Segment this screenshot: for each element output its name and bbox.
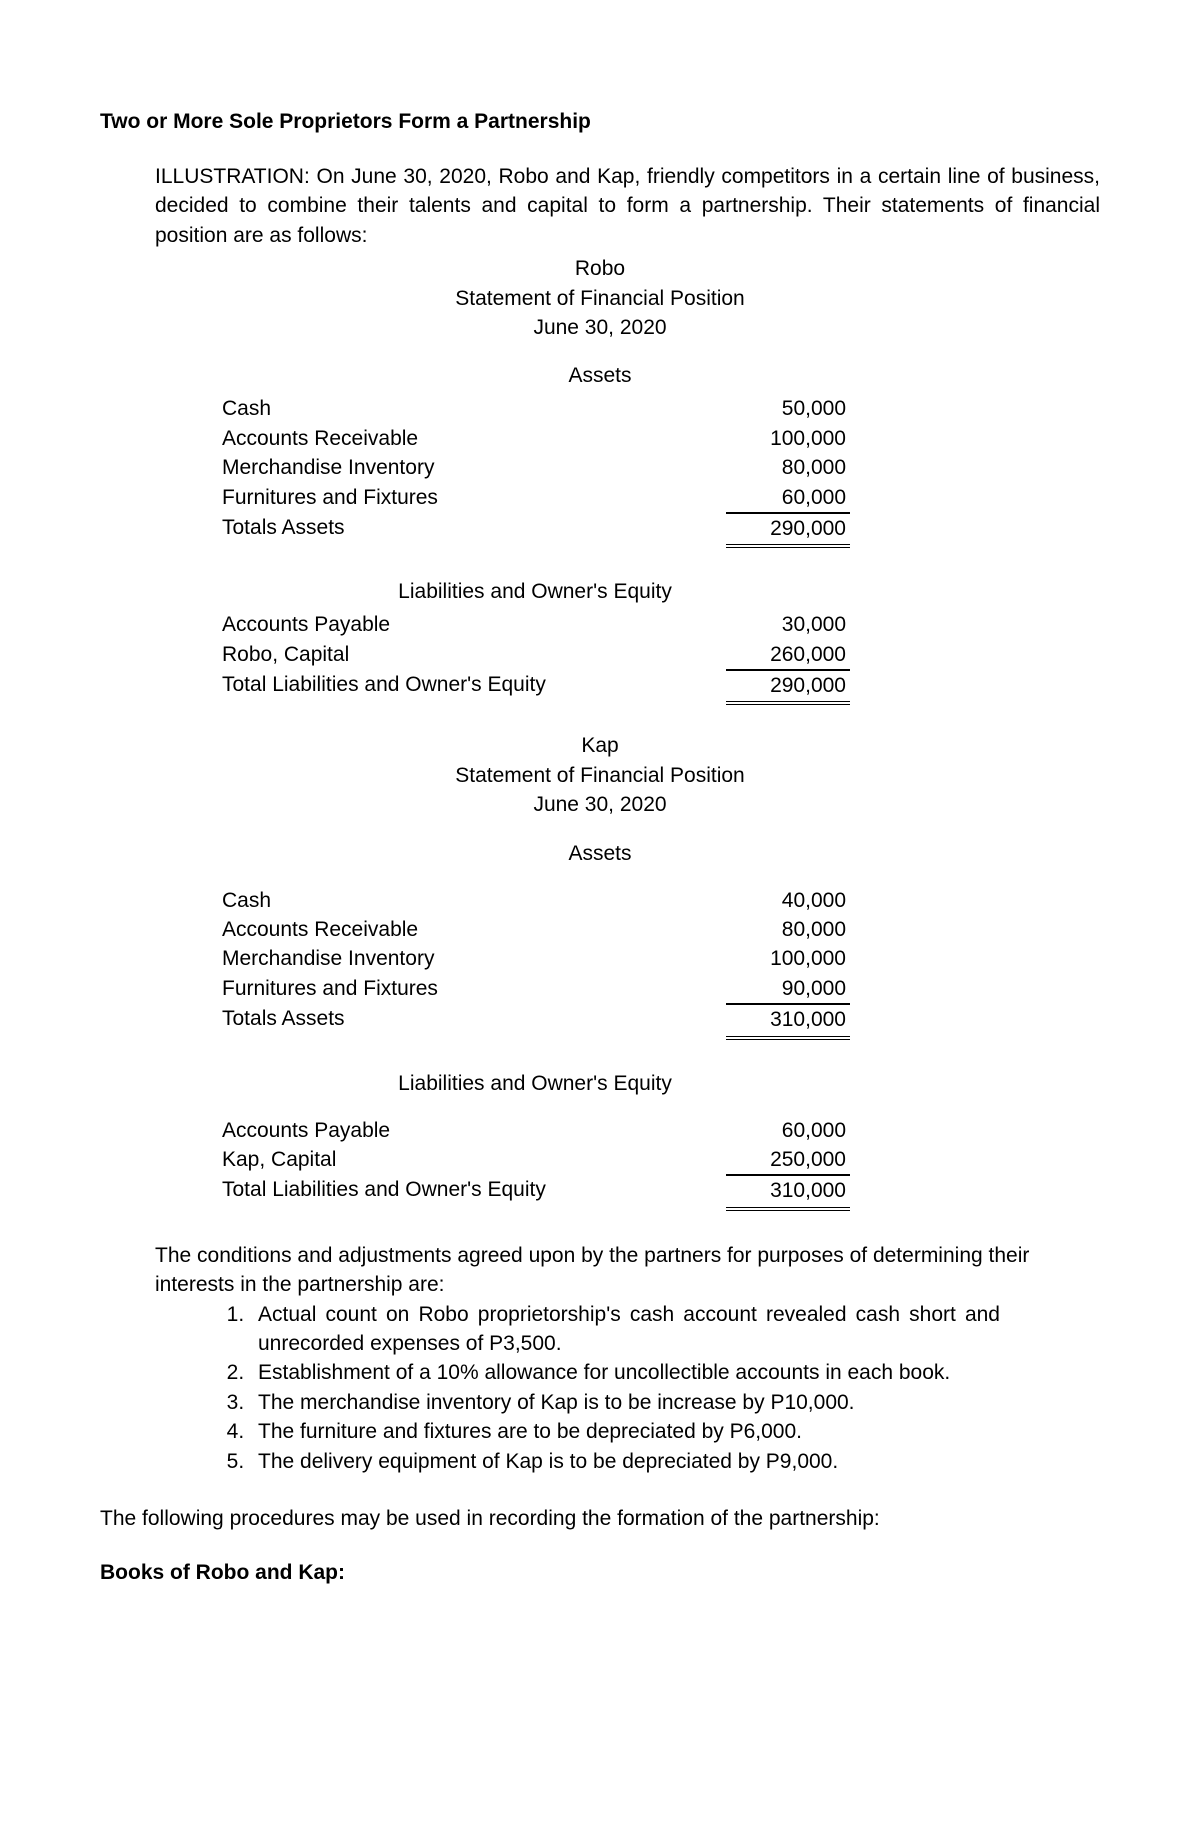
robo-assets-table: Cash 50,000 Accounts Receivable 100,000 …: [220, 394, 850, 548]
kap-name: Kap: [100, 731, 1100, 760]
table-row-total: Total Liabilities and Owner's Equity 310…: [220, 1175, 850, 1210]
conditions-intro: The conditions and adjustments agreed up…: [155, 1241, 1100, 1300]
robo-stmt: Statement of Financial Position: [100, 284, 1100, 313]
list-item: The delivery equipment of Kap is to be d…: [250, 1447, 1000, 1476]
row-value: 100,000: [726, 424, 850, 453]
procedures-text: The following procedures may be used in …: [100, 1504, 1100, 1533]
row-value: 60,000: [726, 1116, 850, 1145]
row-label: Kap, Capital: [220, 1145, 726, 1175]
table-row: Merchandise Inventory 80,000: [220, 453, 850, 482]
kap-assets-label: Assets: [100, 842, 1100, 866]
row-value: 90,000: [726, 974, 850, 1004]
kap-header: Kap Statement of Financial Position June…: [100, 731, 1100, 819]
row-value-total: 290,000: [726, 670, 850, 705]
row-value: 60,000: [726, 483, 850, 513]
row-label: Merchandise Inventory: [220, 453, 726, 482]
row-value: 80,000: [726, 453, 850, 482]
kap-date: June 30, 2020: [100, 790, 1100, 819]
row-label: Furnitures and Fixtures: [220, 974, 726, 1004]
row-label: Merchandise Inventory: [220, 944, 726, 973]
row-value-total: 290,000: [726, 513, 850, 548]
table-row-total: Totals Assets 310,000: [220, 1004, 850, 1039]
table-row: Furnitures and Fixtures 60,000: [220, 483, 850, 513]
robo-assets-label: Assets: [100, 364, 1100, 388]
robo-date: June 30, 2020: [100, 313, 1100, 342]
table-row: Cash 50,000: [220, 394, 850, 423]
table-row: Robo, Capital 260,000: [220, 640, 850, 670]
row-label: Totals Assets: [220, 513, 726, 548]
kap-assets-table: Cash 40,000 Accounts Receivable 80,000 M…: [220, 886, 850, 1040]
table-row: Furnitures and Fixtures 90,000: [220, 974, 850, 1004]
row-label: Accounts Payable: [220, 610, 726, 639]
list-item: Establishment of a 10% allowance for unc…: [250, 1358, 1000, 1387]
row-label: Cash: [220, 394, 726, 423]
page-title: Two or More Sole Proprietors Form a Part…: [100, 110, 1100, 134]
illustration-intro: ILLUSTRATION: On June 30, 2020, Robo and…: [155, 162, 1100, 250]
row-value-total: 310,000: [726, 1004, 850, 1039]
row-value: 40,000: [726, 886, 850, 915]
row-value: 250,000: [726, 1145, 850, 1175]
books-heading: Books of Robo and Kap:: [100, 1561, 1100, 1585]
robo-header: Robo Statement of Financial Position Jun…: [100, 254, 1100, 342]
table-row: Accounts Payable 30,000: [220, 610, 850, 639]
row-value-total: 310,000: [726, 1175, 850, 1210]
table-row: Accounts Payable 60,000: [220, 1116, 850, 1145]
table-row: Accounts Receivable 80,000: [220, 915, 850, 944]
row-value: 260,000: [726, 640, 850, 670]
table-row-total: Total Liabilities and Owner's Equity 290…: [220, 670, 850, 705]
list-item: Actual count on Robo proprietorship's ca…: [250, 1300, 1000, 1359]
row-label: Furnitures and Fixtures: [220, 483, 726, 513]
table-row: Accounts Receivable 100,000: [220, 424, 850, 453]
table-row: Kap, Capital 250,000: [220, 1145, 850, 1175]
list-item: The furniture and fixtures are to be dep…: [250, 1417, 1000, 1446]
row-label: Total Liabilities and Owner's Equity: [220, 1175, 726, 1210]
kap-liab-table: Accounts Payable 60,000 Kap, Capital 250…: [220, 1116, 850, 1211]
row-label: Total Liabilities and Owner's Equity: [220, 670, 726, 705]
robo-name: Robo: [100, 254, 1100, 283]
table-row: Merchandise Inventory 100,000: [220, 944, 850, 973]
kap-liab-label: Liabilities and Owner's Equity: [220, 1072, 850, 1096]
row-label: Accounts Receivable: [220, 424, 726, 453]
table-row-total: Totals Assets 290,000: [220, 513, 850, 548]
row-value: 50,000: [726, 394, 850, 423]
robo-liab-table: Accounts Payable 30,000 Robo, Capital 26…: [220, 610, 850, 705]
conditions-list: Actual count on Robo proprietorship's ca…: [250, 1300, 1000, 1476]
row-label: Totals Assets: [220, 1004, 726, 1039]
row-label: Robo, Capital: [220, 640, 726, 670]
kap-stmt: Statement of Financial Position: [100, 761, 1100, 790]
row-value: 80,000: [726, 915, 850, 944]
row-value: 30,000: [726, 610, 850, 639]
robo-liab-label: Liabilities and Owner's Equity: [220, 580, 850, 604]
row-label: Accounts Receivable: [220, 915, 726, 944]
row-label: Accounts Payable: [220, 1116, 726, 1145]
row-value: 100,000: [726, 944, 850, 973]
table-row: Cash 40,000: [220, 886, 850, 915]
row-label: Cash: [220, 886, 726, 915]
list-item: The merchandise inventory of Kap is to b…: [250, 1388, 1000, 1417]
